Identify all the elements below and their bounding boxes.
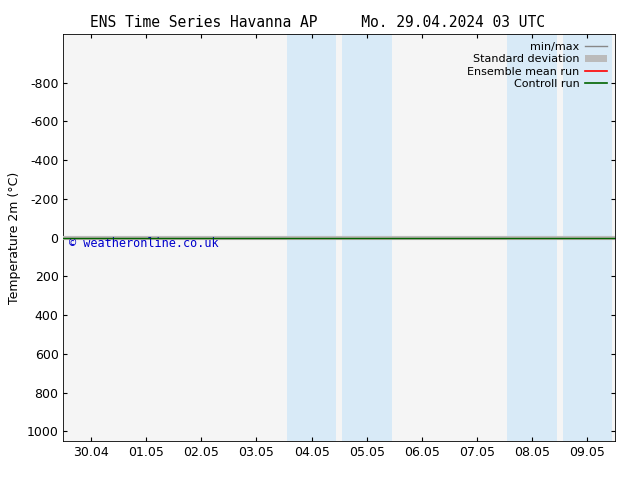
Legend: min/max, Standard deviation, Ensemble mean run, Controll run: min/max, Standard deviation, Ensemble me… — [465, 40, 609, 91]
Y-axis label: Temperature 2m (°C): Temperature 2m (°C) — [8, 172, 21, 304]
Bar — [287, 34, 337, 441]
Text: ENS Time Series Havanna AP     Mo. 29.04.2024 03 UTC: ENS Time Series Havanna AP Mo. 29.04.202… — [89, 15, 545, 30]
Bar — [507, 34, 557, 441]
Bar — [342, 34, 392, 441]
Text: © weatheronline.co.uk: © weatheronline.co.uk — [69, 237, 219, 250]
Bar — [562, 34, 612, 441]
